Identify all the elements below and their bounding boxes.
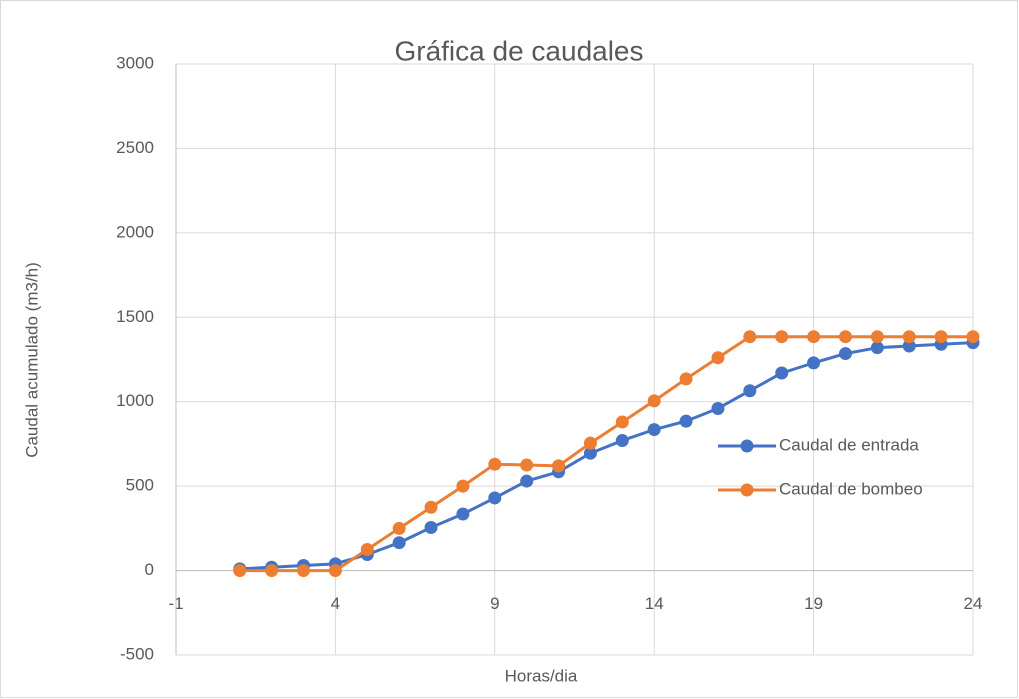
marker — [615, 434, 629, 448]
marker — [775, 330, 789, 344]
marker — [552, 459, 566, 473]
marker — [807, 330, 821, 344]
y-tick-label: 500 — [126, 476, 154, 495]
marker — [934, 330, 948, 344]
marker — [392, 536, 406, 550]
marker — [838, 347, 852, 361]
marker — [647, 394, 661, 408]
chart-title: Gráfica de caudales — [394, 35, 643, 66]
marker — [328, 564, 342, 578]
x-tick-label: 14 — [645, 594, 664, 613]
y-axis-title: Caudal acumulado (m3/h) — [22, 262, 41, 458]
marker — [520, 458, 534, 472]
legend-marker — [740, 439, 754, 453]
marker — [424, 521, 438, 535]
legend-marker — [740, 483, 754, 497]
x-axis-title: Horas/dia — [505, 666, 578, 685]
marker — [711, 401, 725, 415]
legend-label: Caudal de entrada — [779, 435, 919, 454]
marker — [647, 423, 661, 437]
marker — [679, 372, 693, 386]
marker — [488, 491, 502, 505]
y-tick-label: 1500 — [116, 307, 154, 326]
y-tick-label: 2500 — [116, 138, 154, 157]
marker — [775, 366, 789, 380]
marker — [743, 330, 757, 344]
marker — [583, 446, 597, 460]
marker — [870, 330, 884, 344]
marker — [902, 330, 916, 344]
y-tick-label: 3000 — [116, 53, 154, 72]
marker — [838, 330, 852, 344]
marker — [456, 507, 470, 521]
marker — [902, 339, 916, 353]
legend-label: Caudal de bombeo — [779, 479, 923, 498]
marker — [615, 415, 629, 429]
y-tick-label: -500 — [120, 644, 154, 663]
x-tick-label: 4 — [331, 594, 340, 613]
marker — [870, 341, 884, 355]
marker — [807, 356, 821, 370]
marker — [297, 564, 311, 578]
marker — [520, 474, 534, 488]
y-tick-label: 0 — [145, 560, 154, 579]
marker — [711, 351, 725, 365]
marker — [265, 564, 279, 578]
marker — [679, 414, 693, 428]
marker — [424, 500, 438, 514]
marker — [392, 521, 406, 535]
y-tick-label: 2000 — [116, 222, 154, 241]
marker — [966, 330, 980, 344]
marker — [360, 542, 374, 556]
x-tick-label: 24 — [964, 594, 983, 613]
x-tick-label: 19 — [804, 594, 823, 613]
marker — [233, 564, 247, 578]
x-tick-label: 9 — [490, 594, 499, 613]
marker — [488, 457, 502, 471]
marker — [743, 384, 757, 398]
y-tick-label: 1000 — [116, 391, 154, 410]
marker — [583, 436, 597, 450]
marker — [456, 479, 470, 493]
